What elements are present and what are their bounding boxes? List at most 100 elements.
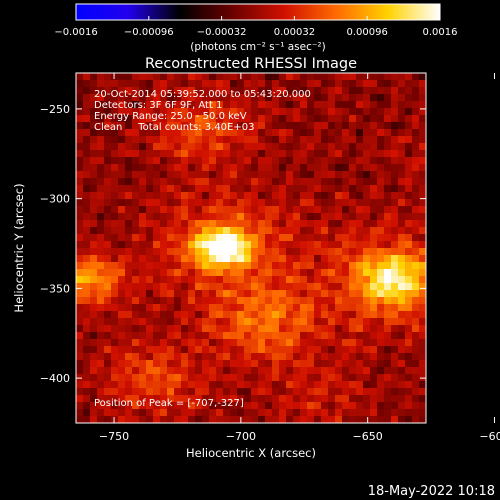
heatmap-cell	[419, 360, 426, 368]
heatmap-cell	[223, 213, 231, 221]
heatmap-cell	[272, 346, 280, 354]
heatmap-cell	[244, 325, 252, 333]
heatmap-cell	[286, 213, 294, 221]
heatmap-cell	[111, 73, 119, 81]
heatmap-cell	[188, 115, 196, 123]
heatmap-cell	[363, 220, 371, 228]
heatmap-cell	[251, 367, 259, 375]
heatmap-cell	[83, 192, 91, 200]
heatmap-cell	[244, 220, 252, 228]
heatmap-cell	[174, 381, 182, 389]
heatmap-cell	[412, 388, 420, 396]
heatmap-cell	[139, 178, 147, 186]
heatmap-cell	[209, 269, 217, 277]
heatmap-cell	[132, 227, 140, 235]
heatmap-cell	[398, 332, 406, 340]
heatmap-cell	[314, 262, 322, 270]
heatmap-cell	[335, 171, 343, 179]
x-tick-label: −600	[479, 430, 500, 443]
heatmap-cell	[202, 353, 210, 361]
heatmap-cell	[293, 304, 301, 312]
heatmap-cell	[139, 185, 147, 193]
heatmap-cell	[139, 87, 147, 95]
heatmap-cell	[370, 388, 378, 396]
heatmap-cell	[132, 367, 140, 375]
heatmap-cell	[125, 178, 133, 186]
heatmap-cell	[258, 206, 266, 214]
heatmap-cell	[160, 87, 168, 95]
heatmap-cell	[251, 318, 259, 326]
heatmap-cell	[377, 150, 385, 158]
heatmap-cell	[244, 213, 252, 221]
heatmap-cell	[300, 339, 308, 347]
heatmap-cell	[230, 150, 238, 158]
heatmap-cell	[307, 129, 315, 137]
heatmap-cell	[209, 325, 217, 333]
heatmap-cell	[104, 199, 112, 207]
heatmap-cell	[342, 143, 350, 151]
heatmap-cell	[391, 199, 399, 207]
heatmap-cell	[342, 304, 350, 312]
heatmap-cell	[146, 276, 154, 284]
heatmap-cell	[195, 248, 203, 256]
heatmap-cell	[328, 185, 336, 193]
heatmap-cell	[300, 304, 308, 312]
heatmap-cell	[160, 143, 168, 151]
heatmap-cell	[300, 178, 308, 186]
heatmap-cell	[97, 353, 105, 361]
heatmap-cell	[139, 73, 147, 81]
heatmap-cell	[356, 325, 364, 333]
heatmap-cell	[153, 108, 161, 116]
heatmap-cell	[146, 402, 154, 410]
heatmap-cell	[258, 157, 266, 165]
heatmap-cell	[265, 325, 273, 333]
heatmap-cell	[342, 276, 350, 284]
heatmap-cell	[377, 185, 385, 193]
heatmap-cell	[216, 80, 224, 88]
heatmap-cell	[167, 73, 175, 81]
heatmap-cell	[314, 178, 322, 186]
heatmap-cell	[153, 185, 161, 193]
heatmap-cell	[251, 101, 259, 109]
heatmap-cell	[398, 346, 406, 354]
heatmap-cell	[419, 339, 426, 347]
heatmap-cell	[398, 87, 406, 95]
heatmap-cell	[125, 122, 133, 130]
heatmap-cell	[216, 164, 224, 172]
heatmap-cell	[104, 241, 112, 249]
heatmap-cell	[328, 157, 336, 165]
heatmap-cell	[146, 220, 154, 228]
heatmap-cell	[272, 143, 280, 151]
heatmap-cell	[321, 87, 329, 95]
heatmap-cell	[202, 185, 210, 193]
heatmap-cell	[209, 332, 217, 340]
heatmap-cell	[342, 325, 350, 333]
heatmap-cell	[265, 381, 273, 389]
heatmap-cell	[125, 269, 133, 277]
heatmap-cell	[251, 157, 259, 165]
heatmap-cell	[328, 388, 336, 396]
heatmap-cell	[321, 227, 329, 235]
heatmap-cell	[111, 332, 119, 340]
heatmap-cell	[363, 367, 371, 375]
heatmap-cell	[265, 339, 273, 347]
heatmap-cell	[370, 241, 378, 249]
heatmap-cell	[216, 206, 224, 214]
heatmap-cell	[384, 227, 392, 235]
heatmap-cell	[125, 255, 133, 263]
heatmap-cell	[83, 129, 91, 137]
heatmap-cell	[104, 262, 112, 270]
heatmap-cell	[398, 276, 406, 284]
heatmap-cell	[132, 122, 140, 130]
heatmap-cell	[286, 395, 294, 403]
heatmap-cell	[209, 416, 217, 423]
heatmap-cell	[342, 122, 350, 130]
heatmap-cell	[419, 178, 426, 186]
heatmap-cell	[293, 311, 301, 319]
heatmap-cell	[349, 143, 357, 151]
heatmap-cell	[223, 192, 231, 200]
heatmap-cell	[314, 150, 322, 158]
heatmap-cell	[314, 339, 322, 347]
heatmap-cell	[83, 199, 91, 207]
heatmap-cell	[230, 143, 238, 151]
